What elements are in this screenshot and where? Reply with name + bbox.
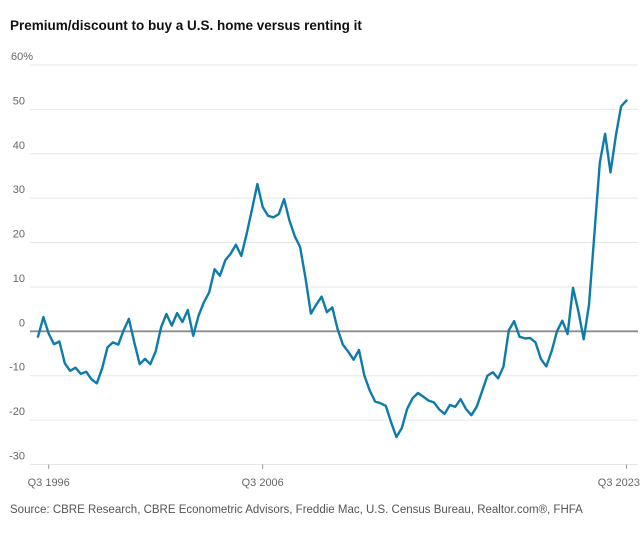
source-attribution: Source: CBRE Research, CBRE Econometric …: [10, 504, 583, 516]
y-axis-label: 0: [19, 317, 25, 329]
line-chart: 60% 50 40 30 20 10 0 -10 -20 -30 Q3 1996 Q3 2006 Q3 …: [9, 51, 640, 489]
y-axis-label: 50: [13, 95, 25, 107]
y-axis-label: -10: [9, 362, 25, 374]
y-axis-label: 10: [13, 273, 25, 285]
x-axis-label: Q3 1996: [28, 477, 70, 489]
y-axis-label: 40: [13, 140, 25, 152]
y-axis-label: -30: [9, 451, 25, 463]
y-axis-label: 60%: [11, 51, 33, 63]
chart-title: Premium/discount to buy a U.S. home vers…: [10, 18, 362, 33]
x-axis-label: Q3 2006: [242, 477, 284, 489]
x-axis-label: Q3 2023: [598, 477, 640, 489]
y-axis-label: 20: [13, 229, 25, 241]
y-axis-label: -20: [9, 406, 25, 418]
y-axis-label: 30: [13, 184, 25, 196]
premium-discount-series: [36, 99, 628, 439]
